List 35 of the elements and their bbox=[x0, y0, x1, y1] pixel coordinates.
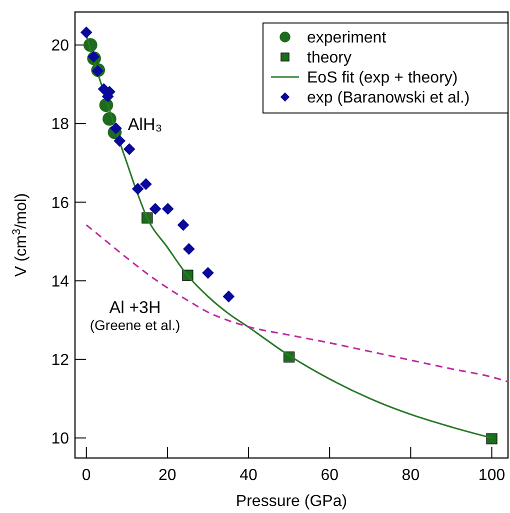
line-series bbox=[86, 224, 509, 383]
point bbox=[88, 50, 100, 63]
point bbox=[114, 134, 126, 147]
y-tick-label: 20 bbox=[51, 38, 70, 55]
point bbox=[177, 219, 190, 231]
y-tick-label: 18 bbox=[51, 116, 70, 134]
x-tick-label: 40 bbox=[240, 467, 258, 484]
annotation: AlH₃ bbox=[128, 115, 162, 134]
point bbox=[202, 266, 214, 279]
legend-label: theory bbox=[307, 50, 352, 67]
x-tick-label: 80 bbox=[402, 467, 420, 484]
point bbox=[182, 243, 195, 255]
point bbox=[486, 433, 498, 444]
x-axis-title: Pressure (GPa) bbox=[236, 493, 348, 510]
point bbox=[110, 122, 122, 134]
x-tick-label: 20 bbox=[158, 467, 176, 484]
y-tick-label: 12 bbox=[51, 352, 70, 369]
point bbox=[80, 26, 92, 38]
point bbox=[123, 143, 136, 156]
point bbox=[132, 182, 144, 195]
point bbox=[149, 202, 162, 215]
point bbox=[140, 178, 152, 190]
x-tick-label: 60 bbox=[320, 467, 339, 484]
y-tick-label: 14 bbox=[51, 273, 70, 290]
legend-label: exp (Baranowski et al.) bbox=[307, 90, 470, 107]
legend-label: EoS fit (exp + theory) bbox=[307, 70, 458, 87]
point bbox=[162, 202, 174, 215]
point bbox=[222, 290, 235, 302]
y-tick-label: 10 bbox=[51, 430, 70, 448]
x-tick-label: 100 bbox=[478, 467, 506, 484]
annotation: Al +3H bbox=[109, 298, 161, 317]
y-tick-label: 16 bbox=[51, 194, 70, 212]
x-tick-label: 0 bbox=[82, 467, 91, 484]
legend-label: experiment bbox=[307, 30, 387, 47]
annotation: (Greene et al.) bbox=[90, 317, 180, 333]
